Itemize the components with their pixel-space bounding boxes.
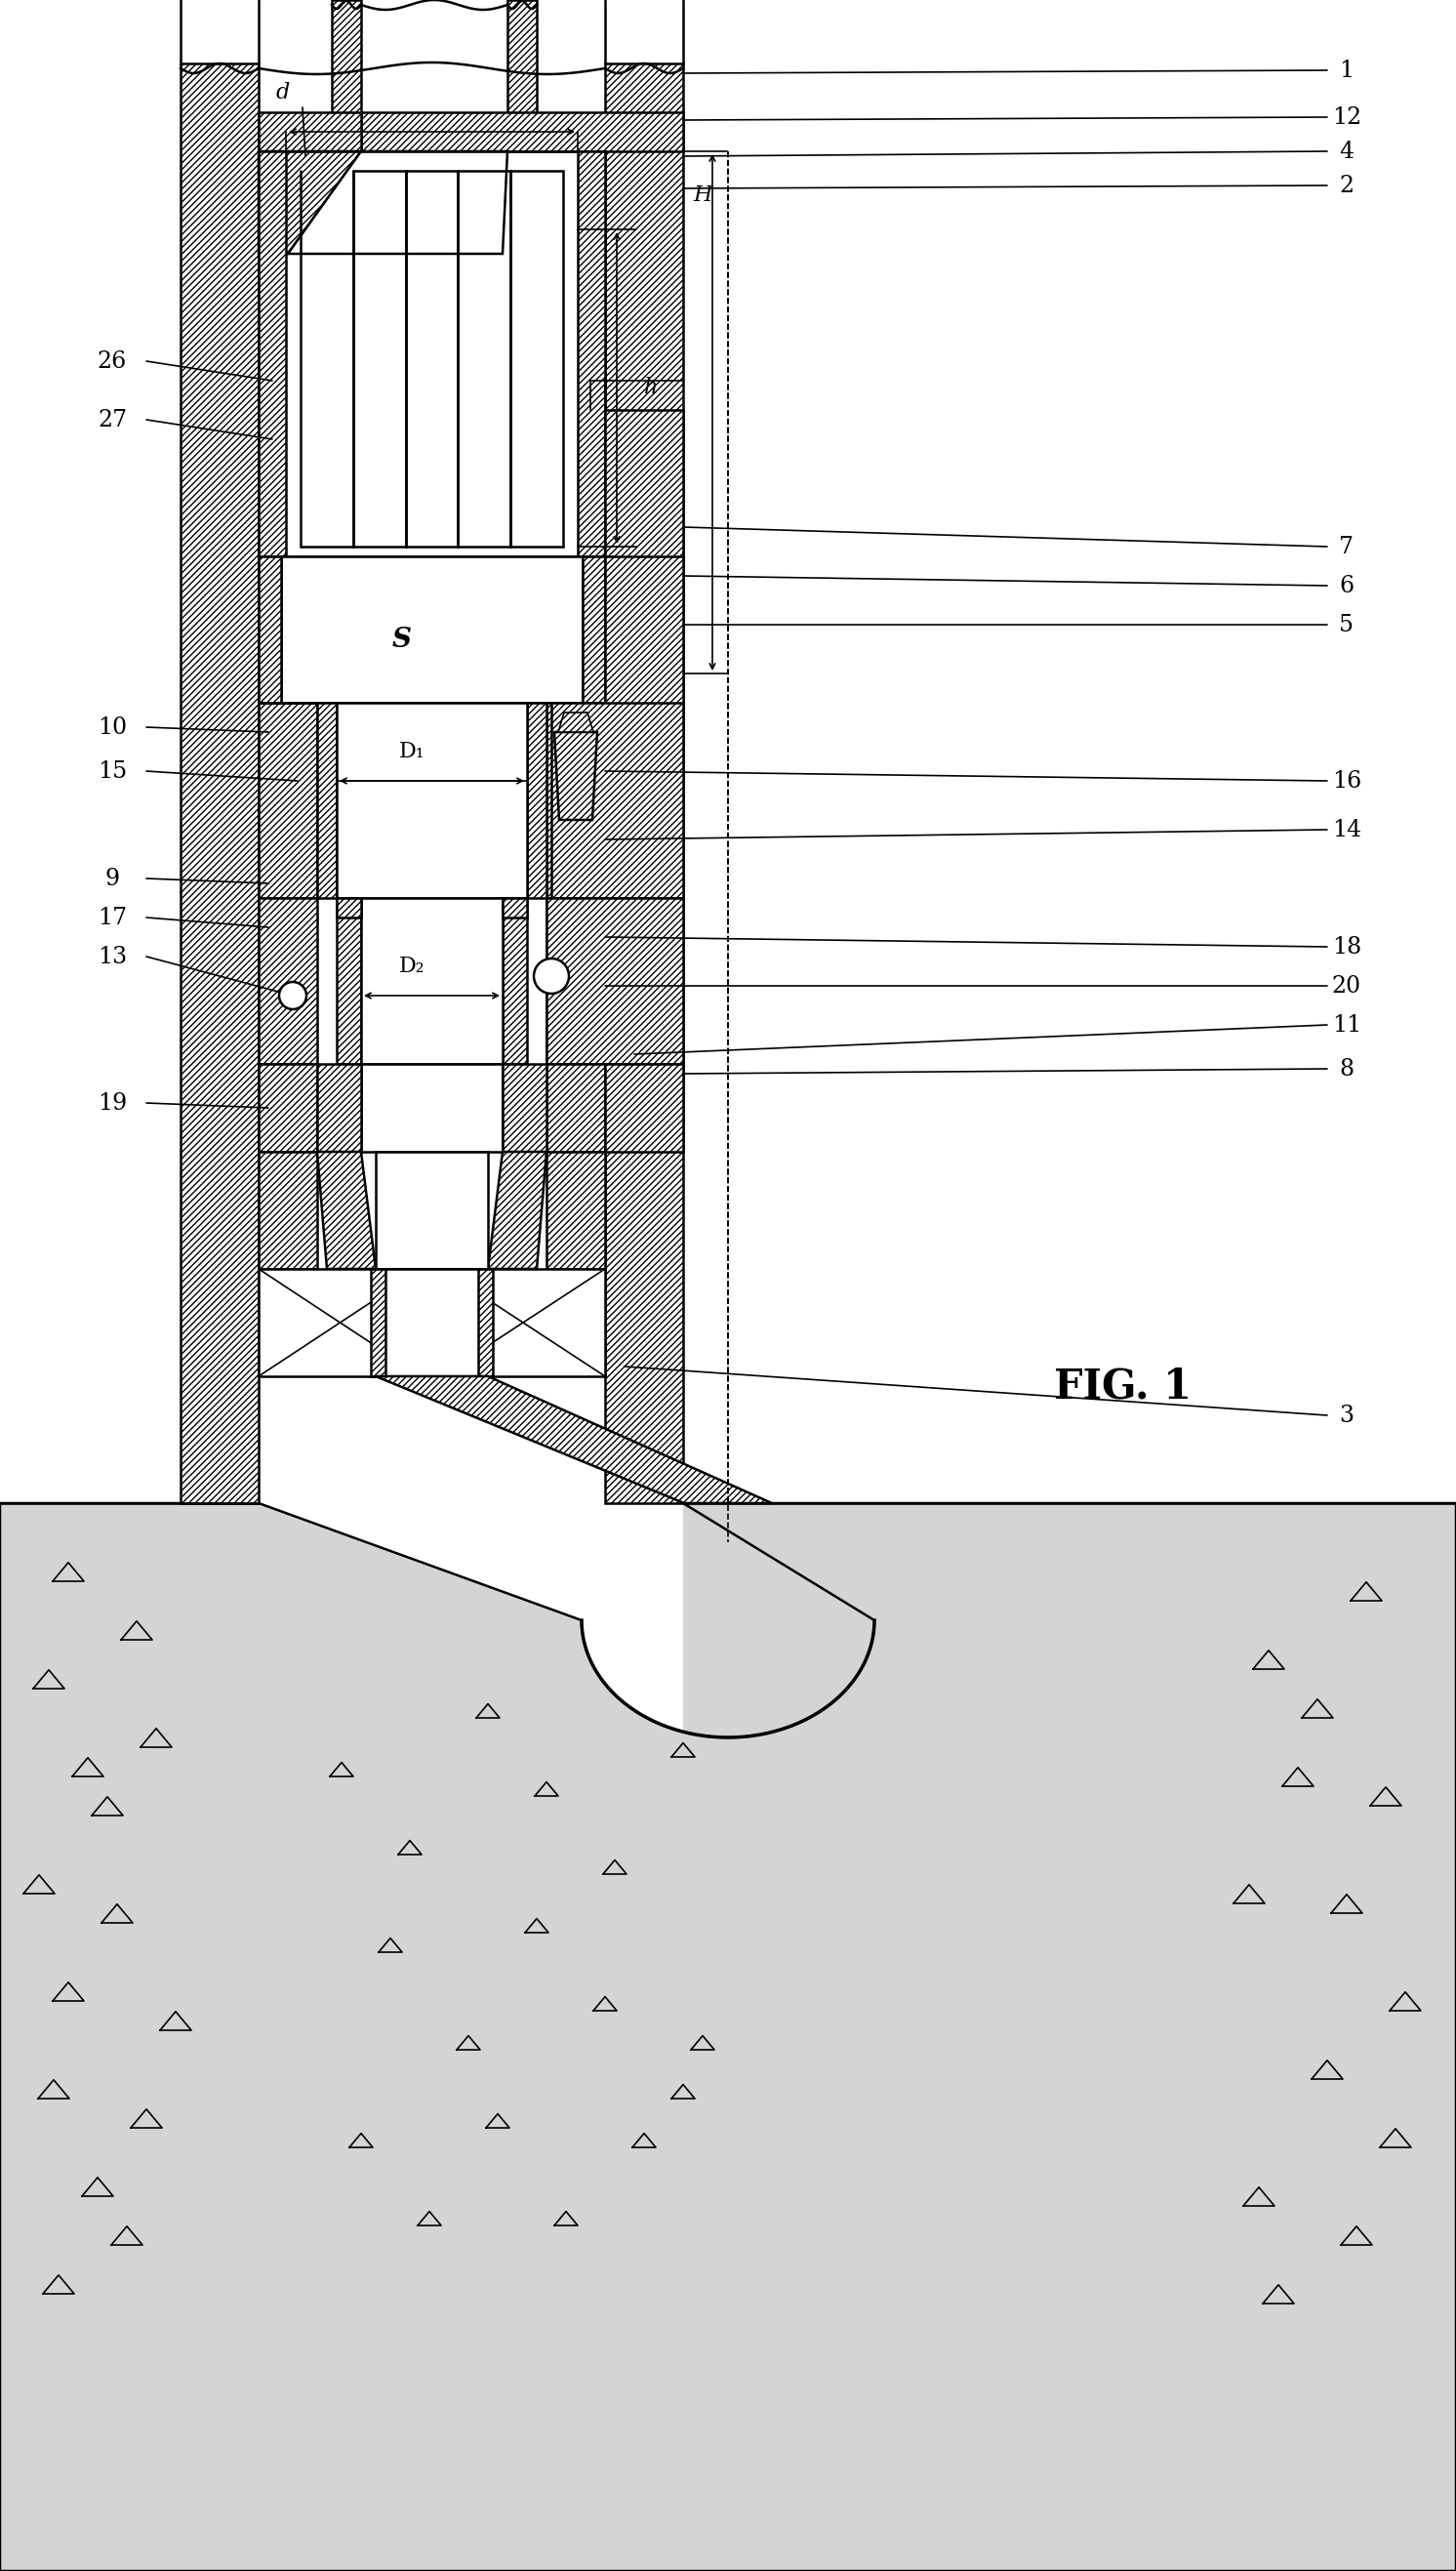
Text: H: H (693, 185, 712, 206)
Polygon shape (527, 702, 546, 897)
Polygon shape (502, 897, 527, 918)
Polygon shape (259, 1152, 317, 1270)
Polygon shape (371, 1270, 386, 1375)
Polygon shape (288, 152, 508, 255)
Text: d: d (277, 82, 290, 103)
Polygon shape (332, 0, 361, 126)
Polygon shape (259, 702, 317, 897)
Circle shape (534, 959, 569, 992)
Text: 14: 14 (1332, 818, 1361, 841)
Text: 7: 7 (1340, 535, 1354, 558)
Text: 2: 2 (1340, 175, 1354, 195)
Polygon shape (606, 1064, 683, 1152)
Text: 8: 8 (1340, 1057, 1354, 1080)
Polygon shape (259, 152, 361, 255)
Bar (259, 1270, 606, 1375)
Polygon shape (181, 64, 259, 1504)
Polygon shape (552, 702, 683, 897)
Polygon shape (606, 555, 683, 733)
Polygon shape (317, 702, 336, 897)
Bar (376, 1152, 488, 1270)
Text: 12: 12 (1332, 105, 1361, 129)
Circle shape (280, 982, 306, 1010)
Polygon shape (376, 1375, 772, 1504)
Polygon shape (317, 1064, 361, 1152)
Polygon shape (259, 897, 317, 1064)
Text: 10: 10 (98, 715, 127, 738)
Bar (336, 702, 527, 897)
Bar (361, 897, 502, 1064)
Text: 20: 20 (1332, 974, 1361, 998)
Polygon shape (606, 64, 683, 1504)
Polygon shape (582, 555, 606, 702)
Text: h: h (644, 378, 658, 399)
Polygon shape (317, 1152, 376, 1270)
Polygon shape (555, 733, 597, 820)
Text: 13: 13 (98, 946, 127, 967)
Bar (281, 555, 582, 702)
Polygon shape (546, 897, 683, 1064)
Polygon shape (336, 897, 361, 918)
Polygon shape (259, 152, 285, 555)
Polygon shape (508, 0, 537, 126)
Polygon shape (546, 1064, 606, 1152)
Polygon shape (683, 1504, 1456, 2571)
Text: 27: 27 (98, 409, 127, 432)
Polygon shape (558, 712, 594, 733)
Text: 18: 18 (1332, 936, 1361, 959)
Polygon shape (546, 897, 606, 1064)
Text: 3: 3 (1340, 1404, 1354, 1427)
Polygon shape (478, 1270, 492, 1375)
Bar (361, 1064, 502, 1152)
Polygon shape (488, 1152, 546, 1270)
Text: 1: 1 (1340, 59, 1354, 82)
Text: 17: 17 (98, 908, 127, 928)
Text: 4: 4 (1340, 139, 1354, 162)
Text: 15: 15 (98, 761, 127, 782)
Polygon shape (0, 1504, 259, 2571)
Text: 26: 26 (98, 350, 127, 373)
Polygon shape (361, 113, 683, 152)
Text: 5: 5 (1340, 614, 1354, 635)
Polygon shape (502, 1064, 546, 1152)
Text: FIG. 1: FIG. 1 (1054, 1365, 1191, 1406)
Polygon shape (336, 897, 361, 1064)
Text: S: S (392, 627, 412, 653)
Text: 11: 11 (1332, 1013, 1361, 1036)
Polygon shape (0, 1504, 1456, 2571)
Text: 16: 16 (1332, 769, 1361, 792)
Text: 9: 9 (105, 866, 119, 890)
Polygon shape (546, 702, 606, 897)
Text: 6: 6 (1340, 573, 1354, 596)
Text: 19: 19 (98, 1093, 127, 1113)
Polygon shape (546, 1152, 606, 1270)
Polygon shape (606, 409, 683, 604)
Polygon shape (259, 1064, 317, 1152)
Polygon shape (259, 113, 361, 152)
Text: D₁: D₁ (399, 740, 425, 764)
Polygon shape (502, 897, 527, 1064)
Polygon shape (578, 152, 606, 555)
Text: D₂: D₂ (399, 956, 425, 977)
Bar (376, 1270, 488, 1375)
Polygon shape (259, 555, 281, 702)
